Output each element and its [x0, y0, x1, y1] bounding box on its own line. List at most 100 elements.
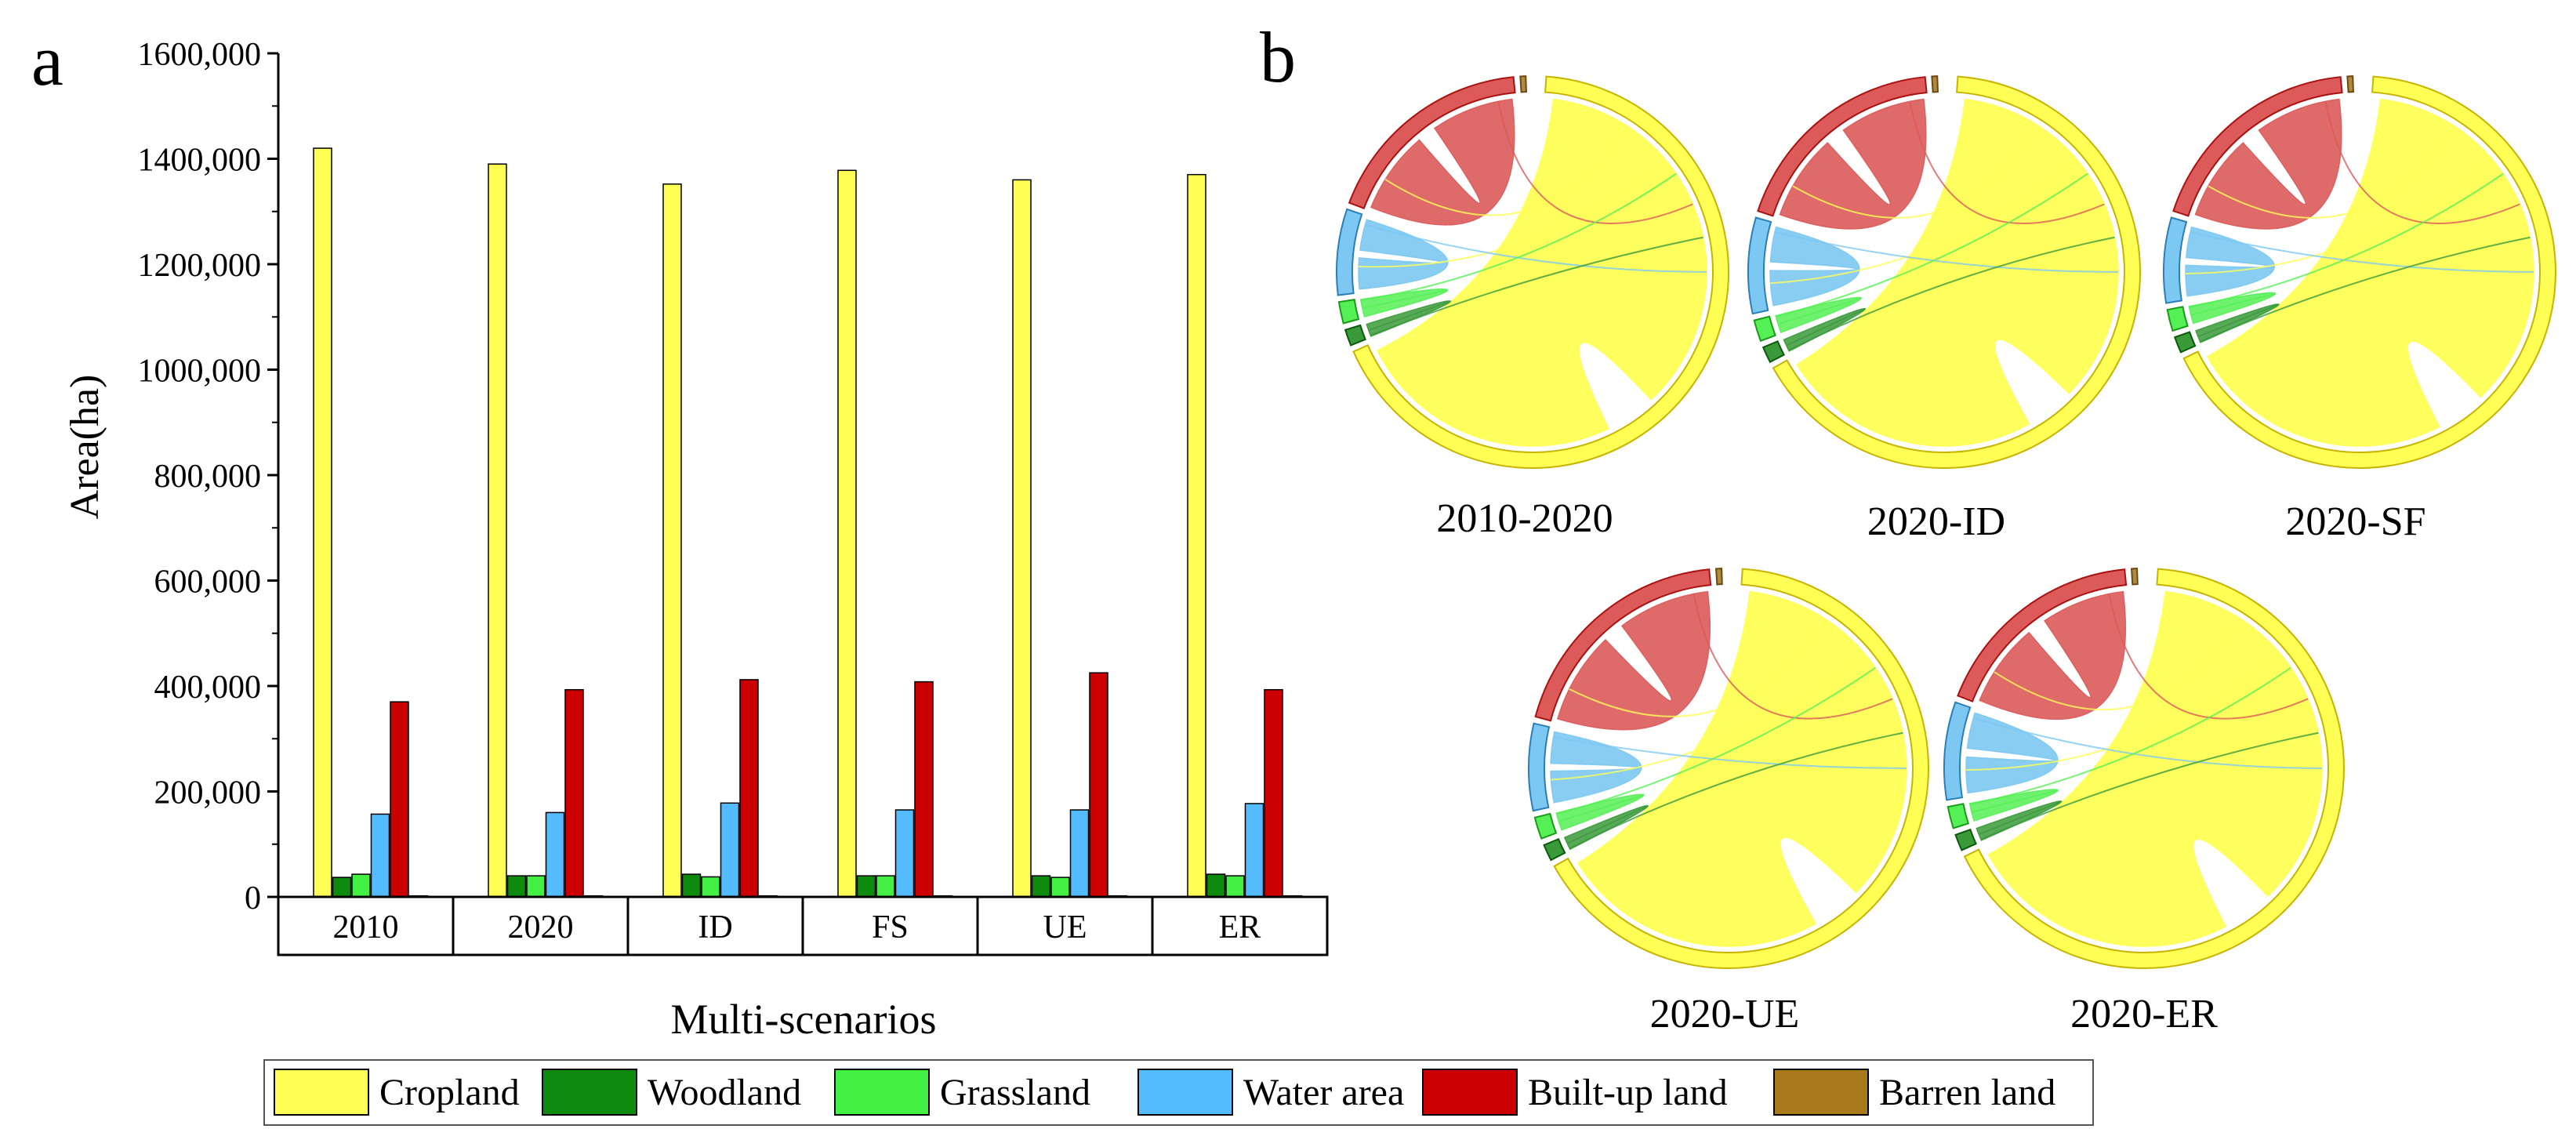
legend-label-barren-land: Barren land	[1879, 1072, 2055, 1113]
bar-woodland-2010	[332, 877, 352, 898]
chord-sector-grassland	[1533, 812, 1558, 840]
ribbon-cross-flow	[1909, 101, 2105, 224]
legend-swatch-cropland	[274, 1069, 369, 1116]
chord-sector-built-up-land	[1348, 76, 1516, 209]
chord-sector-grassland	[1337, 298, 1360, 325]
ribbon-woodland-self	[1976, 800, 2063, 841]
legend-swatch-woodland	[542, 1069, 637, 1116]
panel-label-a: a	[31, 20, 63, 100]
chord-sector-woodland	[1344, 324, 1366, 347]
chord-sector-grassland	[1947, 803, 1970, 829]
x-tick-label: FS	[872, 909, 909, 946]
y-tick-label: 200,000	[154, 775, 262, 811]
bar-water-area-er	[1244, 803, 1264, 898]
chord-sector-woodland	[1954, 828, 1977, 851]
ribbon-cross-flow	[1384, 125, 1627, 216]
ribbon-cross-flow	[1370, 236, 1703, 336]
y-tick-label: 0	[245, 880, 261, 917]
bar-water-area-fs	[894, 809, 915, 898]
chord-diagram-2020-ue: 2020-UE	[1528, 568, 1929, 1036]
chord-sector-water-area	[2163, 216, 2188, 304]
legend-label-cropland: Cropland	[379, 1072, 520, 1113]
bar-built-up-land-fs	[914, 681, 934, 898]
bar-built-up-land-er	[1264, 688, 1283, 898]
chord-diagram-2020-er: 2020-ER	[1943, 568, 2345, 1036]
legend-swatch-barren-land	[1773, 1069, 1869, 1116]
chord-sector-cropland	[1772, 75, 2141, 469]
ribbon-woodland-self	[1783, 307, 1867, 352]
legend-label-water-area: Water area	[1243, 1072, 1404, 1113]
chord-sector-water-area	[1336, 208, 1363, 296]
ribbon-cross-flow	[1994, 618, 2241, 711]
ribbon-cross-flow	[1980, 731, 2319, 840]
ribbon-cross-flow	[1359, 159, 1667, 268]
legend-label-grassland: Grassland	[940, 1072, 1090, 1113]
ribbon-woodland-self	[2195, 303, 2280, 343]
legend-item-built-up-land: Built-up land	[1422, 1069, 1728, 1116]
ribbon-water-self	[1550, 731, 1642, 804]
bar-chart-axes: 0 200,000 400,000 600,000 800,000 1000,000 120…	[138, 37, 1327, 917]
bar-cropland-id	[662, 183, 682, 898]
legend-item-grassland: Grassland	[834, 1069, 1090, 1116]
y-tick-label: 400,000	[154, 670, 262, 706]
chord-sector-water-area	[1747, 216, 1772, 315]
bar-chart-bars	[313, 147, 1303, 898]
chord-diagram-2020-id: 2020-ID	[1747, 75, 2141, 544]
chord-label-2020-er: 2020-ER	[2070, 992, 2218, 1036]
ribbon-cross-flow	[1569, 618, 1826, 717]
bar-woodland-er	[1206, 873, 1226, 898]
chord-label-2010-2020: 2010-2020	[1436, 496, 1613, 541]
ribbon-built-up-self	[1370, 98, 1515, 226]
bar-water-area-2010	[370, 813, 390, 898]
ribbon-grassland-self	[2188, 292, 2277, 325]
legend-item-water-area: Water area	[1137, 1069, 1404, 1116]
x-tick-label: ER	[1219, 909, 1261, 946]
chord-diagram-2020-sf: 2020-SF	[2163, 75, 2556, 544]
chord-sector-built-up-land	[1957, 568, 2128, 702]
ribbon-water-self	[1358, 219, 1449, 290]
panel-label-b: b	[1260, 17, 1296, 97]
ribbon-cropland-self	[1576, 590, 1907, 947]
legend-item-woodland: Woodland	[542, 1069, 801, 1116]
bar-water-area-2020	[545, 811, 565, 898]
x-tick-label: 2020	[508, 909, 574, 946]
ribbon-cropland-self	[1987, 590, 2323, 947]
x-tick-label: 2010	[333, 909, 399, 946]
bar-cropland-er	[1187, 173, 1206, 898]
bar-cropland-2010	[313, 147, 332, 898]
ribbon-cross-flow	[1553, 736, 1907, 769]
ribbon-built-up-self	[1557, 590, 1711, 731]
bar-woodland-ue	[1031, 875, 1051, 898]
chord-label-2020-ue: 2020-UE	[1650, 992, 1800, 1036]
ribbon-water-self	[2185, 226, 2276, 297]
chord-sector-woodland	[2173, 331, 2197, 354]
chord-sector-grassland	[1753, 315, 1776, 343]
bar-grassland-fs	[876, 875, 895, 898]
ribbon-cross-flow	[1497, 101, 1693, 224]
ribbon-cross-flow	[1360, 172, 1677, 302]
ribbon-cross-flow	[1693, 593, 1893, 720]
y-axis-label: Area(ha)	[63, 375, 107, 520]
chord-sector-water-area	[1528, 722, 1551, 812]
ribbon-cross-flow	[2186, 159, 2494, 274]
bar-water-area-id	[720, 802, 740, 898]
ribbon-cross-flow	[2108, 593, 2309, 720]
ribbon-cropland-self	[1376, 98, 1707, 447]
chord-sector-built-up-land	[1757, 76, 1928, 217]
bar-cropland-fs	[837, 169, 857, 898]
chord-sector-barren-land	[1519, 75, 1527, 93]
chord-diagram-2010-2020: 2010-2020	[1336, 75, 1729, 541]
ribbon-cross-flow	[1556, 666, 1876, 815]
ribbon-grassland-self	[1555, 793, 1645, 831]
bar-built-up-land-ue	[1089, 672, 1108, 898]
bar-woodland-2020	[506, 875, 527, 898]
chord-sector-cropland	[2182, 75, 2556, 469]
ribbon-built-up-self	[2194, 98, 2342, 230]
legend-swatch-grassland	[834, 1069, 930, 1116]
ribbon-cross-flow	[1776, 172, 2088, 318]
ribbon-cropland-self	[1796, 98, 2119, 447]
chord-sector-cropland	[1963, 568, 2345, 969]
bar-built-up-land-2020	[564, 688, 584, 898]
chord-sector-barren-land	[1931, 75, 1939, 93]
ribbon-cross-flow	[1972, 717, 2323, 769]
